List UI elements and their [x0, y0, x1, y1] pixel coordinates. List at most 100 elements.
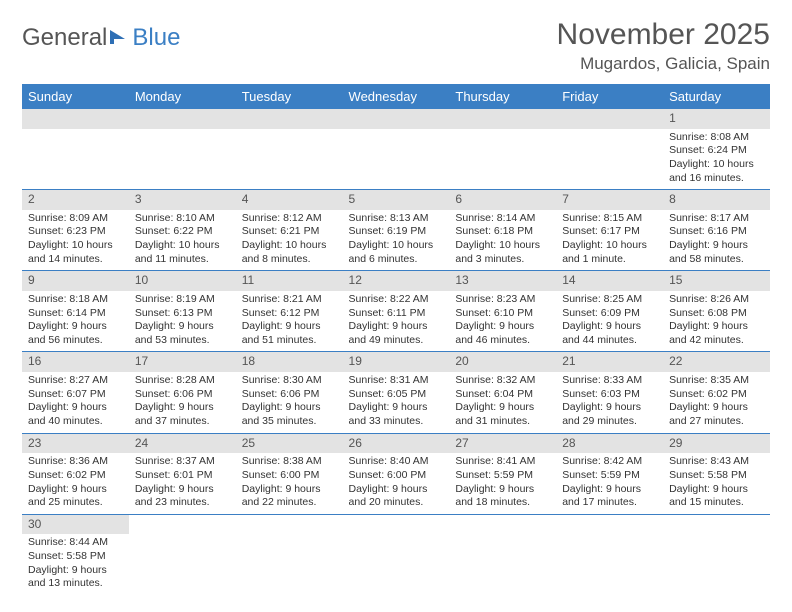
logo-text-2: Blue	[132, 24, 180, 52]
calendar-cell: 21Sunrise: 8:33 AMSunset: 6:03 PMDayligh…	[556, 352, 663, 433]
calendar-week-row: 1Sunrise: 8:08 AMSunset: 6:24 PMDaylight…	[22, 109, 770, 190]
day-number: 19	[343, 352, 450, 372]
sunrise-text: Sunrise: 8:21 AM	[242, 293, 337, 307]
day-number: 2	[22, 190, 129, 210]
sunrise-text: Sunrise: 8:31 AM	[349, 374, 444, 388]
calendar-cell	[449, 514, 556, 595]
day-body: Sunrise: 8:32 AMSunset: 6:04 PMDaylight:…	[449, 372, 556, 433]
title-block: November 2025 Mugardos, Galicia, Spain	[557, 18, 770, 74]
daylight-text: Daylight: 9 hours and 22 minutes.	[242, 483, 337, 510]
sunrise-text: Sunrise: 8:10 AM	[135, 212, 230, 226]
sunset-text: Sunset: 6:08 PM	[669, 307, 764, 321]
day-number: 22	[663, 352, 770, 372]
calendar-cell	[556, 109, 663, 190]
calendar-cell: 5Sunrise: 8:13 AMSunset: 6:19 PMDaylight…	[343, 190, 450, 271]
sunrise-text: Sunrise: 8:25 AM	[562, 293, 657, 307]
sunset-text: Sunset: 6:00 PM	[349, 469, 444, 483]
logo-text-1: General	[22, 24, 107, 52]
day-number: 13	[449, 271, 556, 291]
sunrise-text: Sunrise: 8:26 AM	[669, 293, 764, 307]
daylight-text: Daylight: 9 hours and 17 minutes.	[562, 483, 657, 510]
calendar-cell: 6Sunrise: 8:14 AMSunset: 6:18 PMDaylight…	[449, 190, 556, 271]
calendar-cell: 3Sunrise: 8:10 AMSunset: 6:22 PMDaylight…	[129, 190, 236, 271]
sunset-text: Sunset: 6:24 PM	[669, 144, 764, 158]
day-number: 9	[22, 271, 129, 291]
day-body: Sunrise: 8:10 AMSunset: 6:22 PMDaylight:…	[129, 210, 236, 271]
day-number: 23	[22, 434, 129, 454]
day-body: Sunrise: 8:27 AMSunset: 6:07 PMDaylight:…	[22, 372, 129, 433]
day-number: 26	[343, 434, 450, 454]
day-number: 20	[449, 352, 556, 372]
day-number: 12	[343, 271, 450, 291]
day-body: Sunrise: 8:35 AMSunset: 6:02 PMDaylight:…	[663, 372, 770, 433]
day-number: 21	[556, 352, 663, 372]
sunrise-text: Sunrise: 8:33 AM	[562, 374, 657, 388]
sunrise-text: Sunrise: 8:41 AM	[455, 455, 550, 469]
day-number: 1	[663, 109, 770, 129]
sunrise-text: Sunrise: 8:15 AM	[562, 212, 657, 226]
day-body: Sunrise: 8:37 AMSunset: 6:01 PMDaylight:…	[129, 453, 236, 514]
daylight-text: Daylight: 9 hours and 40 minutes.	[28, 401, 123, 428]
day-body: Sunrise: 8:28 AMSunset: 6:06 PMDaylight:…	[129, 372, 236, 433]
daylight-text: Daylight: 10 hours and 6 minutes.	[349, 239, 444, 266]
calendar-cell: 23Sunrise: 8:36 AMSunset: 6:02 PMDayligh…	[22, 433, 129, 514]
empty-day-bar	[129, 109, 236, 129]
sunset-text: Sunset: 6:19 PM	[349, 225, 444, 239]
calendar-cell	[129, 514, 236, 595]
sunset-text: Sunset: 6:05 PM	[349, 388, 444, 402]
sunrise-text: Sunrise: 8:17 AM	[669, 212, 764, 226]
sunrise-text: Sunrise: 8:14 AM	[455, 212, 550, 226]
empty-day-bar	[449, 109, 556, 129]
daylight-text: Daylight: 9 hours and 25 minutes.	[28, 483, 123, 510]
sunset-text: Sunset: 6:07 PM	[28, 388, 123, 402]
sunrise-text: Sunrise: 8:42 AM	[562, 455, 657, 469]
sunset-text: Sunset: 6:01 PM	[135, 469, 230, 483]
calendar-cell: 22Sunrise: 8:35 AMSunset: 6:02 PMDayligh…	[663, 352, 770, 433]
calendar-cell: 19Sunrise: 8:31 AMSunset: 6:05 PMDayligh…	[343, 352, 450, 433]
daylight-text: Daylight: 9 hours and 23 minutes.	[135, 483, 230, 510]
day-number: 8	[663, 190, 770, 210]
day-number: 15	[663, 271, 770, 291]
day-number: 18	[236, 352, 343, 372]
day-number: 28	[556, 434, 663, 454]
calendar-cell: 17Sunrise: 8:28 AMSunset: 6:06 PMDayligh…	[129, 352, 236, 433]
day-body: Sunrise: 8:23 AMSunset: 6:10 PMDaylight:…	[449, 291, 556, 352]
daylight-text: Daylight: 10 hours and 11 minutes.	[135, 239, 230, 266]
day-number: 6	[449, 190, 556, 210]
daylight-text: Daylight: 9 hours and 35 minutes.	[242, 401, 337, 428]
calendar-cell	[236, 514, 343, 595]
calendar-cell: 11Sunrise: 8:21 AMSunset: 6:12 PMDayligh…	[236, 271, 343, 352]
sunrise-text: Sunrise: 8:35 AM	[669, 374, 764, 388]
calendar-week-row: 30Sunrise: 8:44 AMSunset: 5:58 PMDayligh…	[22, 514, 770, 595]
day-number: 16	[22, 352, 129, 372]
sunset-text: Sunset: 6:06 PM	[135, 388, 230, 402]
day-body: Sunrise: 8:09 AMSunset: 6:23 PMDaylight:…	[22, 210, 129, 271]
calendar-cell: 8Sunrise: 8:17 AMSunset: 6:16 PMDaylight…	[663, 190, 770, 271]
weekday-header: Thursday	[449, 84, 556, 109]
calendar-cell: 14Sunrise: 8:25 AMSunset: 6:09 PMDayligh…	[556, 271, 663, 352]
day-body: Sunrise: 8:38 AMSunset: 6:00 PMDaylight:…	[236, 453, 343, 514]
day-body: Sunrise: 8:36 AMSunset: 6:02 PMDaylight:…	[22, 453, 129, 514]
daylight-text: Daylight: 9 hours and 13 minutes.	[28, 564, 123, 591]
sunrise-text: Sunrise: 8:44 AM	[28, 536, 123, 550]
day-number: 24	[129, 434, 236, 454]
day-number: 4	[236, 190, 343, 210]
calendar-week-row: 23Sunrise: 8:36 AMSunset: 6:02 PMDayligh…	[22, 433, 770, 514]
calendar-cell: 15Sunrise: 8:26 AMSunset: 6:08 PMDayligh…	[663, 271, 770, 352]
sunrise-text: Sunrise: 8:12 AM	[242, 212, 337, 226]
calendar-cell	[663, 514, 770, 595]
sunrise-text: Sunrise: 8:22 AM	[349, 293, 444, 307]
calendar-cell: 16Sunrise: 8:27 AMSunset: 6:07 PMDayligh…	[22, 352, 129, 433]
sunset-text: Sunset: 5:58 PM	[669, 469, 764, 483]
sunrise-text: Sunrise: 8:36 AM	[28, 455, 123, 469]
calendar-cell: 18Sunrise: 8:30 AMSunset: 6:06 PMDayligh…	[236, 352, 343, 433]
sunset-text: Sunset: 6:00 PM	[242, 469, 337, 483]
day-body: Sunrise: 8:17 AMSunset: 6:16 PMDaylight:…	[663, 210, 770, 271]
sunrise-text: Sunrise: 8:27 AM	[28, 374, 123, 388]
calendar-cell	[22, 109, 129, 190]
day-body: Sunrise: 8:18 AMSunset: 6:14 PMDaylight:…	[22, 291, 129, 352]
calendar-cell	[236, 109, 343, 190]
sunrise-text: Sunrise: 8:40 AM	[349, 455, 444, 469]
day-number: 29	[663, 434, 770, 454]
day-body: Sunrise: 8:42 AMSunset: 5:59 PMDaylight:…	[556, 453, 663, 514]
